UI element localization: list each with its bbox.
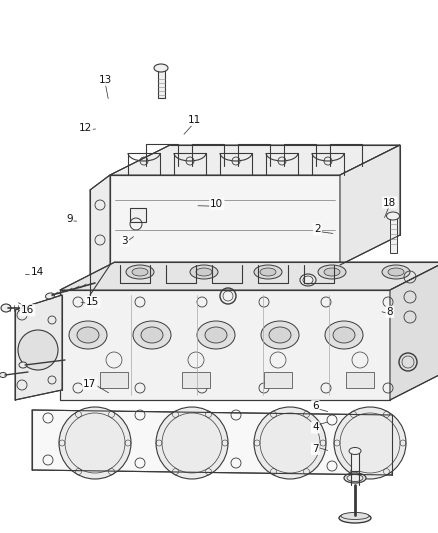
Circle shape — [156, 407, 228, 479]
Polygon shape — [390, 262, 438, 400]
Ellipse shape — [69, 321, 107, 349]
Ellipse shape — [19, 362, 27, 368]
Ellipse shape — [77, 327, 99, 343]
Text: 4: 4 — [312, 423, 319, 432]
Text: 10: 10 — [210, 199, 223, 209]
Polygon shape — [110, 145, 400, 175]
Text: 7: 7 — [312, 444, 319, 454]
Text: 16: 16 — [21, 305, 34, 315]
Ellipse shape — [382, 265, 410, 279]
Bar — [60, 290, 390, 400]
Bar — [100, 372, 128, 388]
Ellipse shape — [132, 268, 148, 276]
Ellipse shape — [190, 265, 218, 279]
Ellipse shape — [333, 327, 355, 343]
Bar — [351, 453, 359, 471]
Ellipse shape — [324, 268, 340, 276]
Bar — [158, 70, 165, 98]
Ellipse shape — [197, 321, 235, 349]
Ellipse shape — [254, 265, 282, 279]
Bar — [390, 218, 397, 253]
Ellipse shape — [341, 513, 369, 520]
Text: 15: 15 — [86, 297, 99, 307]
Circle shape — [254, 407, 326, 479]
Text: 18: 18 — [383, 198, 396, 207]
Ellipse shape — [154, 64, 168, 72]
Text: 14: 14 — [31, 267, 44, 277]
Circle shape — [18, 330, 58, 370]
Ellipse shape — [1, 304, 11, 312]
Ellipse shape — [269, 327, 291, 343]
Ellipse shape — [141, 327, 163, 343]
Ellipse shape — [386, 212, 399, 220]
Ellipse shape — [339, 513, 371, 523]
Bar — [346, 372, 374, 388]
Ellipse shape — [205, 327, 227, 343]
Text: 13: 13 — [99, 75, 112, 85]
Ellipse shape — [126, 265, 154, 279]
Ellipse shape — [261, 321, 299, 349]
Ellipse shape — [0, 373, 7, 377]
Ellipse shape — [325, 321, 363, 349]
Ellipse shape — [388, 268, 404, 276]
Ellipse shape — [46, 293, 54, 299]
Polygon shape — [90, 175, 110, 295]
Text: 17: 17 — [83, 379, 96, 389]
Text: 12: 12 — [79, 123, 92, 133]
Polygon shape — [340, 145, 400, 265]
Text: 8: 8 — [386, 307, 393, 317]
Polygon shape — [32, 410, 392, 475]
Circle shape — [334, 407, 406, 479]
Text: 9: 9 — [66, 214, 73, 223]
Ellipse shape — [260, 268, 276, 276]
Polygon shape — [60, 290, 390, 400]
Bar — [264, 372, 292, 388]
Polygon shape — [110, 175, 340, 265]
Ellipse shape — [133, 321, 171, 349]
Text: 6: 6 — [312, 401, 319, 411]
Bar — [182, 372, 210, 388]
Ellipse shape — [344, 473, 366, 483]
Polygon shape — [60, 262, 438, 290]
Polygon shape — [15, 295, 62, 400]
Text: 2: 2 — [314, 224, 321, 234]
Bar — [130, 208, 146, 222]
Circle shape — [59, 407, 131, 479]
Text: 11: 11 — [188, 115, 201, 125]
Bar — [110, 175, 340, 265]
Ellipse shape — [300, 274, 316, 286]
Ellipse shape — [349, 448, 361, 455]
Ellipse shape — [196, 268, 212, 276]
Text: 3: 3 — [121, 236, 128, 246]
Ellipse shape — [318, 265, 346, 279]
